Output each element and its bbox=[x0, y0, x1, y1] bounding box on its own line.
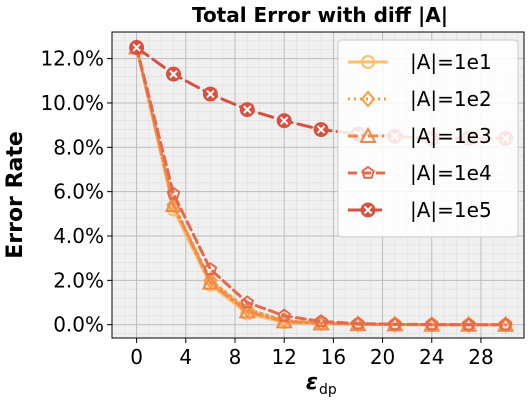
x-tick-label: 24 bbox=[419, 345, 444, 369]
legend-label: |A|=1e5 bbox=[410, 198, 492, 222]
data-point bbox=[277, 308, 292, 322]
legend-item: |A|=1e4 bbox=[348, 161, 492, 185]
data-point bbox=[202, 86, 218, 102]
data-point bbox=[498, 317, 513, 331]
plot-area: 0 4 8 12 16 20 24 28 0.0% 2.0% 4.0% 6.0% 8.0% 10.0% 12… bbox=[40, 31, 525, 369]
legend-box bbox=[337, 39, 519, 238]
data-point bbox=[166, 186, 181, 200]
y-tick-label: 10.0% bbox=[40, 91, 104, 115]
legend-item: |A|=1e3 bbox=[348, 124, 492, 148]
legend-label: |A|=1e2 bbox=[410, 87, 492, 111]
legend-marker bbox=[359, 126, 377, 143]
data-point-cross bbox=[132, 43, 141, 52]
data-point bbox=[238, 302, 256, 319]
legend-item: |A|=1e2 bbox=[348, 87, 492, 111]
data-point bbox=[313, 122, 329, 138]
legend-marker bbox=[360, 202, 376, 218]
data-point bbox=[164, 195, 183, 212]
data-point bbox=[203, 271, 218, 289]
data-point bbox=[461, 317, 476, 331]
data-point bbox=[203, 262, 218, 276]
data-point bbox=[388, 317, 402, 331]
legend-label: |A|=1e3 bbox=[410, 124, 492, 148]
x-tick-label: 12 bbox=[271, 345, 296, 369]
data-point-cross bbox=[169, 69, 178, 79]
y-tick-label: 6.0% bbox=[53, 180, 104, 204]
x-tick-label: 4 bbox=[179, 345, 192, 369]
legend-marker-cross bbox=[363, 205, 373, 215]
data-point-cross bbox=[279, 116, 289, 125]
y-tick-label: 2.0% bbox=[53, 268, 104, 292]
axes-frame bbox=[111, 31, 525, 339]
data-point bbox=[276, 113, 292, 129]
x-tick-label: 8 bbox=[229, 345, 242, 369]
legend-marker bbox=[361, 165, 375, 179]
legend: |A|=1e1 |A|=1e2 |A|=1e3 |A|=1e4 |A|=1e5 bbox=[337, 39, 519, 238]
x-axis-label: ε bbox=[306, 370, 318, 395]
data-point bbox=[201, 273, 220, 290]
data-point bbox=[239, 102, 255, 118]
x-tick-label: 16 bbox=[321, 345, 346, 369]
x-tick-label: 28 bbox=[468, 345, 493, 369]
data-point-cross bbox=[316, 125, 326, 134]
y-tick-label: 12.0% bbox=[40, 47, 104, 71]
series-line bbox=[135, 46, 508, 327]
x-tick-label: 0 bbox=[130, 345, 143, 369]
data-point bbox=[240, 295, 255, 309]
x-axis-label-subscript: dp bbox=[319, 382, 337, 398]
data-point bbox=[314, 314, 328, 328]
data-point bbox=[351, 316, 365, 330]
legend-item: |A|=1e1 bbox=[348, 50, 492, 74]
legend-marker bbox=[360, 90, 376, 108]
y-tick-label: 4.0% bbox=[53, 224, 104, 248]
chart-title: Total Error with diff |A| bbox=[192, 3, 448, 27]
y-tick-label: 8.0% bbox=[53, 135, 104, 159]
data-point bbox=[165, 66, 181, 82]
x-tick-label: 20 bbox=[370, 345, 395, 369]
data-point-cross bbox=[206, 89, 215, 99]
data-point-cross bbox=[243, 105, 252, 114]
y-tick-label: 0.0% bbox=[53, 313, 104, 337]
legend-label: |A|=1e4 bbox=[410, 161, 492, 185]
y-axis-label: Error Rate bbox=[3, 131, 28, 259]
legend-label: |A|=1e1 bbox=[410, 50, 492, 74]
data-point bbox=[424, 317, 439, 331]
data-point bbox=[129, 40, 145, 56]
legend-item: |A|=1e5 bbox=[348, 198, 492, 222]
legend-marker bbox=[361, 55, 375, 69]
